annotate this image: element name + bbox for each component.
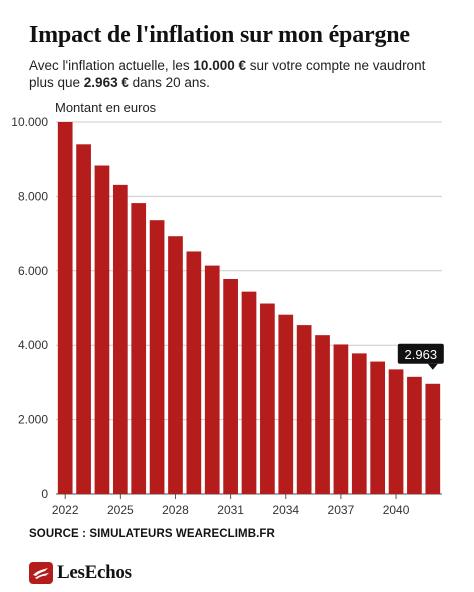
subtitle-text-2: sur votre compte ne vaudront plus que bbox=[29, 58, 426, 90]
x-tick-label: 2034 bbox=[272, 503, 299, 517]
bar bbox=[223, 278, 238, 494]
bar bbox=[388, 369, 404, 494]
x-tick-label: 2028 bbox=[162, 503, 189, 517]
y-tick-label: 0 bbox=[41, 487, 48, 501]
bar bbox=[149, 220, 165, 494]
value-callout-box bbox=[397, 343, 444, 364]
bar bbox=[407, 376, 422, 494]
value-callout-pointer bbox=[427, 363, 438, 370]
brand-logo: LesEchos bbox=[29, 562, 132, 584]
source-note: SOURCE : SIMULATEURS WEARECLIMB.FR bbox=[29, 528, 275, 540]
bar bbox=[296, 325, 312, 494]
bar bbox=[204, 265, 220, 494]
x-tick-label: 2031 bbox=[217, 503, 244, 517]
bar bbox=[315, 335, 330, 494]
y-axis-unit-label: Montant en euros bbox=[55, 100, 157, 115]
chart-title: Impact de l'inflation sur mon épargne bbox=[29, 22, 410, 48]
bar bbox=[131, 203, 147, 494]
subtitle-amount-end: 2.963 € bbox=[83, 75, 129, 90]
x-tick-label: 2025 bbox=[107, 503, 134, 517]
bar bbox=[260, 303, 275, 494]
bar bbox=[57, 122, 73, 494]
bar bbox=[76, 144, 91, 494]
bar bbox=[186, 251, 202, 494]
subtitle-amount-start: 10.000 € bbox=[193, 58, 246, 73]
bar bbox=[241, 291, 257, 494]
value-callout-label: 2.963 bbox=[405, 347, 438, 362]
bar-chart: 0 2.000 4.000 6.000 8.000 10.000 2022 2025 2028 2… bbox=[11, 115, 444, 517]
bar bbox=[370, 361, 386, 494]
subtitle-text-3: dans 20 ans. bbox=[128, 75, 210, 90]
bar bbox=[278, 314, 294, 494]
bar bbox=[112, 184, 128, 495]
subtitle-text-1: Avec l'inflation actuelle, les bbox=[29, 58, 194, 73]
y-tick-label: 4.000 bbox=[18, 338, 48, 352]
bar bbox=[333, 344, 349, 494]
x-tick-label: 2022 bbox=[52, 503, 79, 517]
bar bbox=[351, 353, 367, 494]
chart-subtitle: Avec l'inflation actuelle, les 10.000 € … bbox=[29, 57, 449, 91]
bar bbox=[425, 383, 441, 494]
x-tick-label: 2037 bbox=[328, 503, 355, 517]
y-tick-label: 2.000 bbox=[18, 413, 48, 427]
y-tick-label: 8.000 bbox=[18, 189, 48, 203]
les-echos-bird-icon bbox=[29, 562, 53, 584]
bar bbox=[94, 165, 110, 495]
y-tick-label: 6.000 bbox=[18, 264, 48, 278]
bar bbox=[168, 236, 183, 495]
brand-name: LesEchos bbox=[57, 562, 132, 583]
x-tick-label: 2040 bbox=[383, 503, 410, 517]
y-tick-label: 10.000 bbox=[11, 115, 48, 129]
